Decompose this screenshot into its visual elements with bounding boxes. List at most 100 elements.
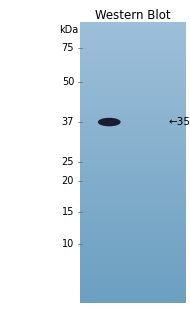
Bar [80,195,186,196]
Bar [80,193,186,194]
Bar [80,97,186,98]
Bar [80,274,186,275]
Bar [80,123,186,124]
Bar [80,221,186,222]
Bar [80,95,186,96]
Bar [80,247,186,248]
Text: 25: 25 [62,157,74,167]
Bar [80,44,186,45]
Bar [80,78,186,79]
Bar [80,48,186,49]
Bar [80,56,186,57]
Bar [80,227,186,228]
Bar [80,236,186,237]
Bar [80,228,186,229]
Bar [80,264,186,265]
Bar [80,126,186,127]
Bar [80,250,186,251]
Text: 10: 10 [62,239,74,249]
Bar [80,203,186,204]
Bar [80,210,186,211]
Bar [80,165,186,166]
Bar [80,213,186,214]
Bar [80,258,186,259]
Bar [80,108,186,109]
Bar [80,72,186,73]
Bar [80,81,186,82]
Bar [80,52,186,53]
Bar [80,84,186,85]
Bar [80,276,186,277]
Text: 37: 37 [62,117,74,127]
Bar [80,166,186,167]
Bar [80,231,186,232]
Bar [80,168,186,169]
Bar [80,286,186,287]
Bar [80,138,186,139]
Bar [80,111,186,112]
Bar [80,238,186,239]
Bar [80,163,186,164]
Bar [80,104,186,105]
Bar [80,170,186,171]
Bar [80,293,186,294]
Bar [80,115,186,116]
Bar [80,112,186,113]
Bar [80,71,186,72]
Bar [80,251,186,252]
Bar [80,285,186,286]
Bar [80,298,186,299]
Bar [80,117,186,118]
Bar [80,254,186,255]
Bar [80,101,186,102]
Bar [80,219,186,220]
Bar [80,147,186,148]
Bar [80,66,186,67]
Bar [80,268,186,269]
Bar [80,67,186,68]
Bar [80,300,186,301]
Bar [80,283,186,284]
Bar [80,23,186,24]
Bar [80,271,186,272]
Bar [80,275,186,276]
Text: 20: 20 [62,176,74,186]
Bar [80,127,186,128]
Bar [80,280,186,281]
Bar [80,206,186,207]
Text: 75: 75 [62,43,74,53]
Bar [80,42,186,43]
Bar [80,89,186,90]
Bar [80,273,186,274]
Bar [80,161,186,162]
Bar [80,31,186,32]
Bar [80,225,186,226]
Bar [80,220,186,221]
Bar [80,82,186,83]
Bar [80,153,186,154]
Bar [80,182,186,183]
Bar [80,27,186,28]
Bar [80,224,186,225]
Bar [80,57,186,58]
Bar [80,37,186,38]
Text: Western Blot: Western Blot [95,9,171,22]
Bar [80,301,186,302]
Bar [80,103,186,104]
Bar [80,90,186,91]
Bar [80,134,186,135]
Ellipse shape [98,118,121,126]
Bar [80,29,186,30]
Bar [80,128,186,129]
Bar [80,64,186,65]
Bar [80,239,186,240]
Bar [80,169,186,170]
Bar [80,257,186,258]
Bar [80,105,186,106]
Bar [80,98,186,99]
Bar [80,282,186,283]
Bar [80,146,186,147]
Bar [80,114,186,115]
Bar [80,243,186,244]
Bar [80,156,186,157]
